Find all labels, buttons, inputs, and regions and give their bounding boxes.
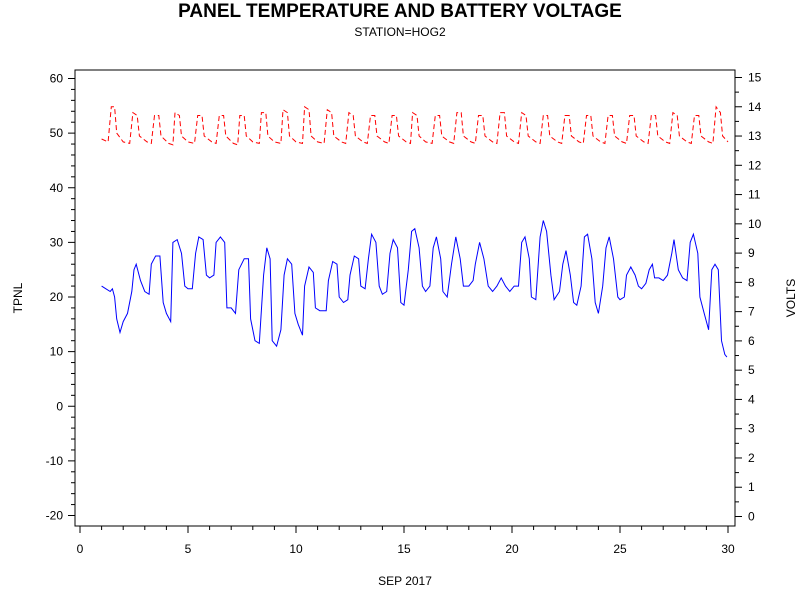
left-axis-title: TPNL xyxy=(11,282,25,313)
right-tick-label: 7 xyxy=(748,305,755,319)
right-tick-label: 1 xyxy=(748,480,755,494)
series-layer xyxy=(101,105,729,358)
left-tick-label: 50 xyxy=(50,126,64,140)
right-tick-label: 5 xyxy=(748,363,755,377)
left-tick-label: -10 xyxy=(46,454,64,468)
left-y-axis: -20 -10 0 10 20 30 40 50 60 xyxy=(46,72,75,523)
right-tick-label: 4 xyxy=(748,392,755,406)
x-tick-label: 0 xyxy=(77,542,84,556)
left-tick-label: 0 xyxy=(56,399,63,413)
left-tick-label: 40 xyxy=(50,181,64,195)
chart-title: PANEL TEMPERATURE AND BATTERY VOLTAGE xyxy=(178,1,622,22)
right-tick-label: 2 xyxy=(748,451,755,465)
right-tick-label: 10 xyxy=(748,217,762,231)
x-axis-title: SEP 2017 xyxy=(378,574,432,588)
left-tick-label: 20 xyxy=(50,290,64,304)
x-tick-label: 10 xyxy=(289,542,303,556)
right-tick-label: 3 xyxy=(748,422,755,436)
x-tick-label: 30 xyxy=(721,542,735,556)
right-tick-label: 11 xyxy=(748,188,761,202)
right-tick-label: 0 xyxy=(748,510,755,524)
left-tick-label: -20 xyxy=(46,509,64,523)
left-tick-label: 10 xyxy=(50,345,64,359)
right-tick-label: 8 xyxy=(748,275,755,289)
right-tick-label: 13 xyxy=(748,129,762,143)
chart-subtitle: STATION=HOG2 xyxy=(354,25,446,39)
x-axis: 0 5 10 15 20 25 30 xyxy=(77,526,735,556)
right-tick-label: 12 xyxy=(748,158,762,172)
right-tick-label: 9 xyxy=(748,246,755,260)
volts-series-line xyxy=(101,105,729,146)
right-tick-label: 14 xyxy=(748,100,762,114)
right-axis-title: VOLTS xyxy=(784,279,798,317)
x-tick-label: 25 xyxy=(613,542,627,556)
plot-area-frame xyxy=(74,69,736,527)
x-tick-label: 20 xyxy=(505,542,519,556)
left-tick-label: 60 xyxy=(50,72,64,86)
right-tick-label: 6 xyxy=(748,334,755,348)
right-tick-label: 15 xyxy=(748,71,762,85)
x-tick-label: 15 xyxy=(397,542,411,556)
x-tick-label: 5 xyxy=(185,542,192,556)
tpnl-series-line xyxy=(101,220,728,358)
left-tick-label: 30 xyxy=(50,235,64,249)
